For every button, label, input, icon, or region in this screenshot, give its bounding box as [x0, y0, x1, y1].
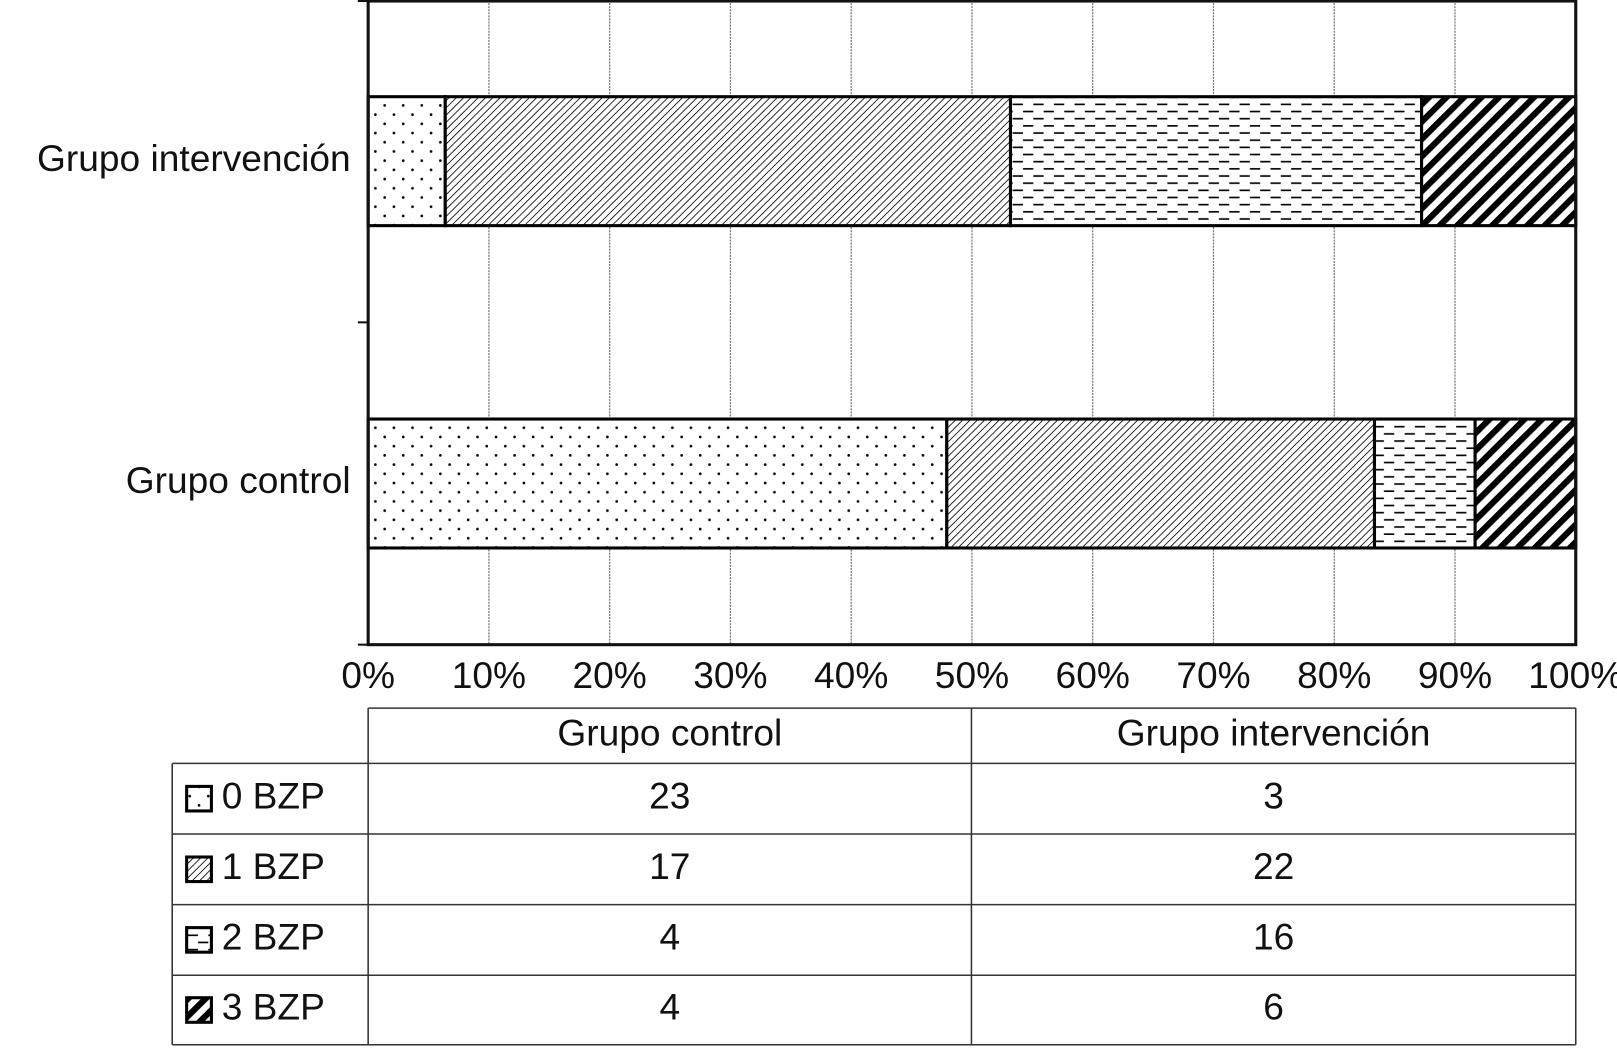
- data-table: Grupo control Grupo intervención 0 BZP 23 3 1…: [171, 707, 1577, 1046]
- x-tick-label: 50%: [935, 655, 1009, 696]
- bars: [366, 95, 1578, 550]
- table-value: 16: [1253, 917, 1294, 958]
- table-header: Grupo intervención: [1117, 713, 1431, 754]
- x-tick-label: 10%: [452, 655, 526, 696]
- x-tick-label: 40%: [814, 655, 888, 696]
- table-value: 17: [649, 846, 690, 887]
- table-value: 4: [659, 917, 680, 958]
- legend-swatch: [185, 926, 213, 954]
- y-tick-label: Grupo control: [126, 460, 351, 501]
- bar-segment: [366, 417, 949, 550]
- x-tick-label: 20%: [573, 655, 647, 696]
- legend-label: 2 BZP: [222, 917, 325, 958]
- legend-swatch: [185, 996, 213, 1024]
- x-tick-label: 100%: [1528, 655, 1617, 696]
- table-value: 22: [1253, 846, 1294, 887]
- bar-segment: [1420, 95, 1578, 228]
- bar-segment: [443, 95, 1013, 228]
- legend-label: 3 BZP: [222, 987, 325, 1028]
- x-tick-label: 70%: [1176, 655, 1250, 696]
- x-tick-label: 0%: [341, 655, 395, 696]
- legend-swatch: [185, 855, 213, 884]
- legend-label: 1 BZP: [222, 846, 325, 887]
- bar-segment: [1372, 417, 1477, 550]
- table-value: 3: [1263, 776, 1284, 817]
- bar-segment: [366, 95, 447, 228]
- bar-segment: [1008, 95, 1424, 228]
- table-header: Grupo control: [557, 713, 782, 754]
- bar-segment: [945, 417, 1377, 550]
- legend-swatch: [185, 784, 213, 813]
- legend-label: 0 BZP: [222, 776, 325, 817]
- y-tick-label: Grupo intervención: [37, 138, 351, 179]
- x-tick-label: 90%: [1418, 655, 1492, 696]
- bar-segment: [1473, 417, 1578, 550]
- table-value: 23: [649, 776, 690, 817]
- x-tick-label: 30%: [693, 655, 767, 696]
- table-value: 4: [659, 987, 680, 1028]
- table-value: 6: [1263, 987, 1284, 1028]
- x-tick-label: 80%: [1297, 655, 1371, 696]
- x-tick-label: 60%: [1056, 655, 1130, 696]
